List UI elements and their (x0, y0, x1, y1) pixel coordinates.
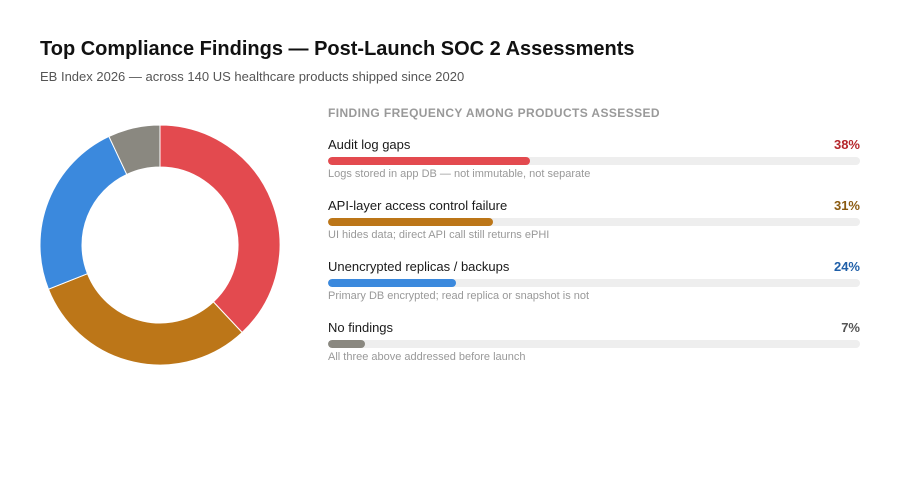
finding-row-no-findings: No findings 7% All three above addressed… (328, 320, 860, 381)
finding-note: UI hides data; direct API call still ret… (328, 229, 550, 241)
chart-subtitle: EB Index 2026 — across 140 US healthcare… (40, 69, 465, 84)
donut-slice-api-access (47, 273, 243, 365)
finding-label: Audit log gaps (328, 137, 411, 152)
progress-track (328, 218, 860, 226)
progress-fill (328, 279, 456, 287)
finding-label: No findings (328, 320, 394, 335)
progress-track (328, 340, 860, 348)
findings-panel: FINDING FREQUENCY AMONG PRODUCTS ASSESSE… (328, 106, 860, 381)
chart-title: Top Compliance Findings — Post-Launch SO… (40, 38, 635, 60)
finding-note: All three above addressed before launch (328, 351, 526, 363)
donut-slice-audit-log (159, 125, 280, 334)
finding-label: API-layer access control failure (328, 198, 508, 213)
donut-slice-no-findings (108, 125, 161, 176)
finding-percent: 38% (833, 137, 860, 152)
progress-track (328, 157, 860, 165)
finding-row-api-access: API-layer access control failure 31% UI … (328, 198, 860, 259)
finding-note: Primary DB encrypted; read replica or sn… (328, 290, 590, 302)
finding-percent: 31% (833, 198, 860, 213)
progress-track (328, 279, 860, 287)
finding-percent: 7% (841, 320, 860, 335)
finding-row-audit-log: Audit log gaps 38% Logs stored in app DB… (328, 137, 860, 198)
progress-fill (328, 218, 493, 226)
finding-label: Unencrypted replicas / backups (328, 259, 510, 274)
finding-note: Logs stored in app DB — not immutable, n… (328, 168, 591, 180)
finding-percent: 24% (833, 259, 860, 274)
finding-row-unencrypted: Unencrypted replicas / backups 24% Prima… (328, 259, 860, 320)
panel-title: FINDING FREQUENCY AMONG PRODUCTS ASSESSE… (328, 106, 660, 120)
progress-fill (328, 157, 531, 165)
donut-slice-unencrypted (40, 135, 128, 290)
donut-chart (40, 125, 280, 365)
progress-fill (328, 340, 366, 348)
